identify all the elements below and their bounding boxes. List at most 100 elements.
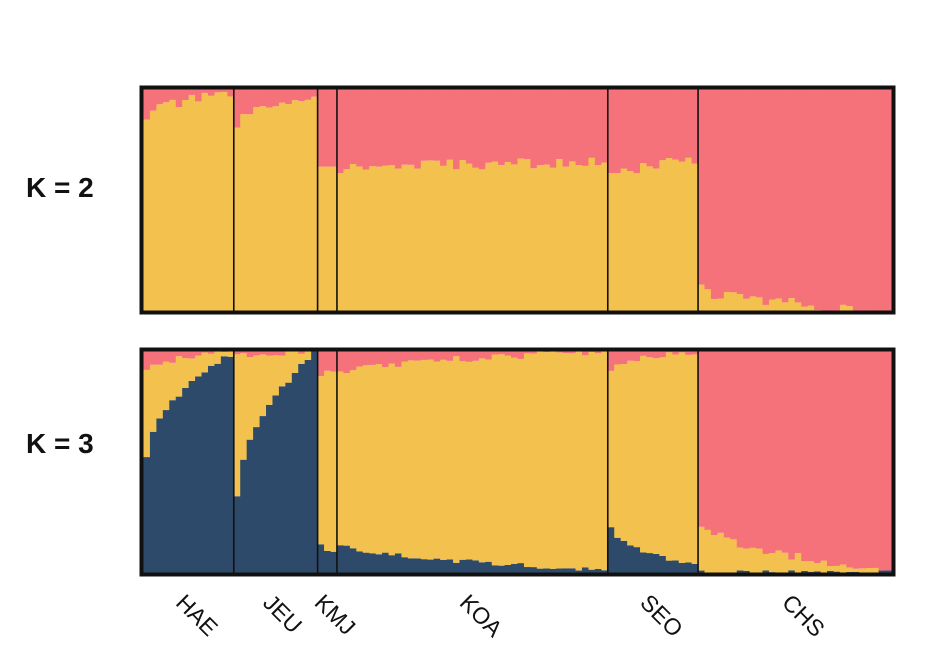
bar-segment-yellow [446,159,454,311]
bar-segment-yellow [240,353,248,460]
bar-segment-yellow [362,365,370,553]
bar-segment-yellow [723,291,731,311]
bar-segment-yellow [343,373,351,546]
bar-segment-red [330,351,338,372]
bar-segment-red [685,351,693,355]
bar-segment-red [433,89,441,161]
k2-panel: K = 2 [26,85,896,315]
bar-segment-red [156,351,164,365]
bar-segment-red [523,351,531,354]
bar-segment-navy [504,564,512,573]
bar-segment-navy [246,439,254,573]
bar-segment-red [517,89,525,159]
bar-segment-yellow [768,552,777,573]
bar-segment-yellow [594,165,602,311]
bar-segment-yellow [459,160,467,311]
bar-segment-navy [220,356,228,573]
bar-segment-yellow [556,352,564,569]
bar-segment-yellow [369,364,377,554]
bar-segment-red [156,89,164,105]
bar-segment-red [317,89,325,167]
bar-segment-red [517,351,525,359]
bar-segment-yellow [788,298,796,311]
bar-segment-red [710,351,718,536]
bar-segment-red [253,351,261,356]
bar-segment-red [698,89,706,285]
bar-segment-yellow [266,107,274,311]
bar-segment-red [272,351,280,356]
bar-segment-navy [614,537,622,573]
bar-segment-yellow [640,163,648,311]
bar-segment-red [717,351,725,533]
bar-segment-yellow [620,168,628,311]
bar-segment-yellow [433,160,441,311]
bar-segment-yellow [665,158,673,311]
bar-segment-red [511,89,519,165]
bar-segment-navy [652,553,660,573]
bar-segment-navy [556,568,564,573]
bar-segment-yellow [807,561,815,572]
bar-segment-yellow [162,102,170,311]
bar-segment-red [188,89,196,95]
bar-segment-navy [485,561,493,573]
bar-segment-red [646,351,654,358]
bar-segment-yellow [246,357,254,440]
bar-segment-red [182,89,190,101]
bar-segment-red [207,351,216,354]
bar-segment-red [382,89,390,166]
k3-panel-frame [139,347,896,577]
bar-segment-yellow [220,351,228,357]
bar-segment-red [259,89,267,107]
bar-segment-navy [478,562,486,573]
bar-segment-navy [143,457,151,573]
bar-segment-red [369,351,377,365]
bar-segment-yellow [317,376,325,545]
bar-segment-yellow [304,99,312,311]
bar-segment-yellow [182,100,190,311]
bar-segment-red [394,89,403,169]
bar-segment-red [633,351,641,362]
bar-segment-yellow [291,351,299,373]
bar-segment-navy [511,563,519,573]
bar-segment-red [388,351,396,364]
bar-segment-red [440,89,448,166]
bar-segment-red [614,89,622,174]
bar-segment-red [736,351,744,548]
bar-segment-yellow [259,106,267,311]
bar-segment-yellow [156,364,164,419]
bar-segment-yellow [530,168,538,311]
bar-segment-yellow [691,354,699,564]
bar-segment-yellow [156,104,164,311]
k2-panel-frame [139,85,896,315]
bar-segment-yellow [169,362,177,401]
bar-segment-red [375,351,383,365]
bar-segment-red [246,89,254,115]
bar-segment-yellow [356,166,364,311]
bar-segment-yellow [149,110,157,311]
bar-segment-navy [388,555,396,573]
bar-segment-yellow [259,354,267,417]
bar-segment-red [446,351,454,361]
bar-segment-yellow [330,166,338,311]
bar-segment-yellow [827,566,835,571]
bar-segment-red [807,351,815,562]
bar-segment-red [556,89,564,159]
bar-segment-red [530,89,538,169]
bar-segment-yellow [704,289,712,311]
bar-segment-red [865,351,873,568]
bar-segment-red [781,89,789,303]
bar-segment-yellow [349,164,357,311]
bar-segment-red [324,351,332,371]
bar-segment-red [511,351,519,358]
bar-segment-yellow [775,550,783,573]
bar-segment-navy [607,527,615,573]
bar-segment-navy [581,567,590,573]
bar-segment-red [182,351,190,359]
bar-segment-yellow [285,351,293,383]
population-label: HAE [171,589,223,641]
bar-segment-yellow [743,298,751,311]
bar-segment-red [652,351,660,359]
bar-segment-red [459,351,467,362]
bar-segment-red [498,351,506,355]
bar-segment-red [556,351,564,353]
